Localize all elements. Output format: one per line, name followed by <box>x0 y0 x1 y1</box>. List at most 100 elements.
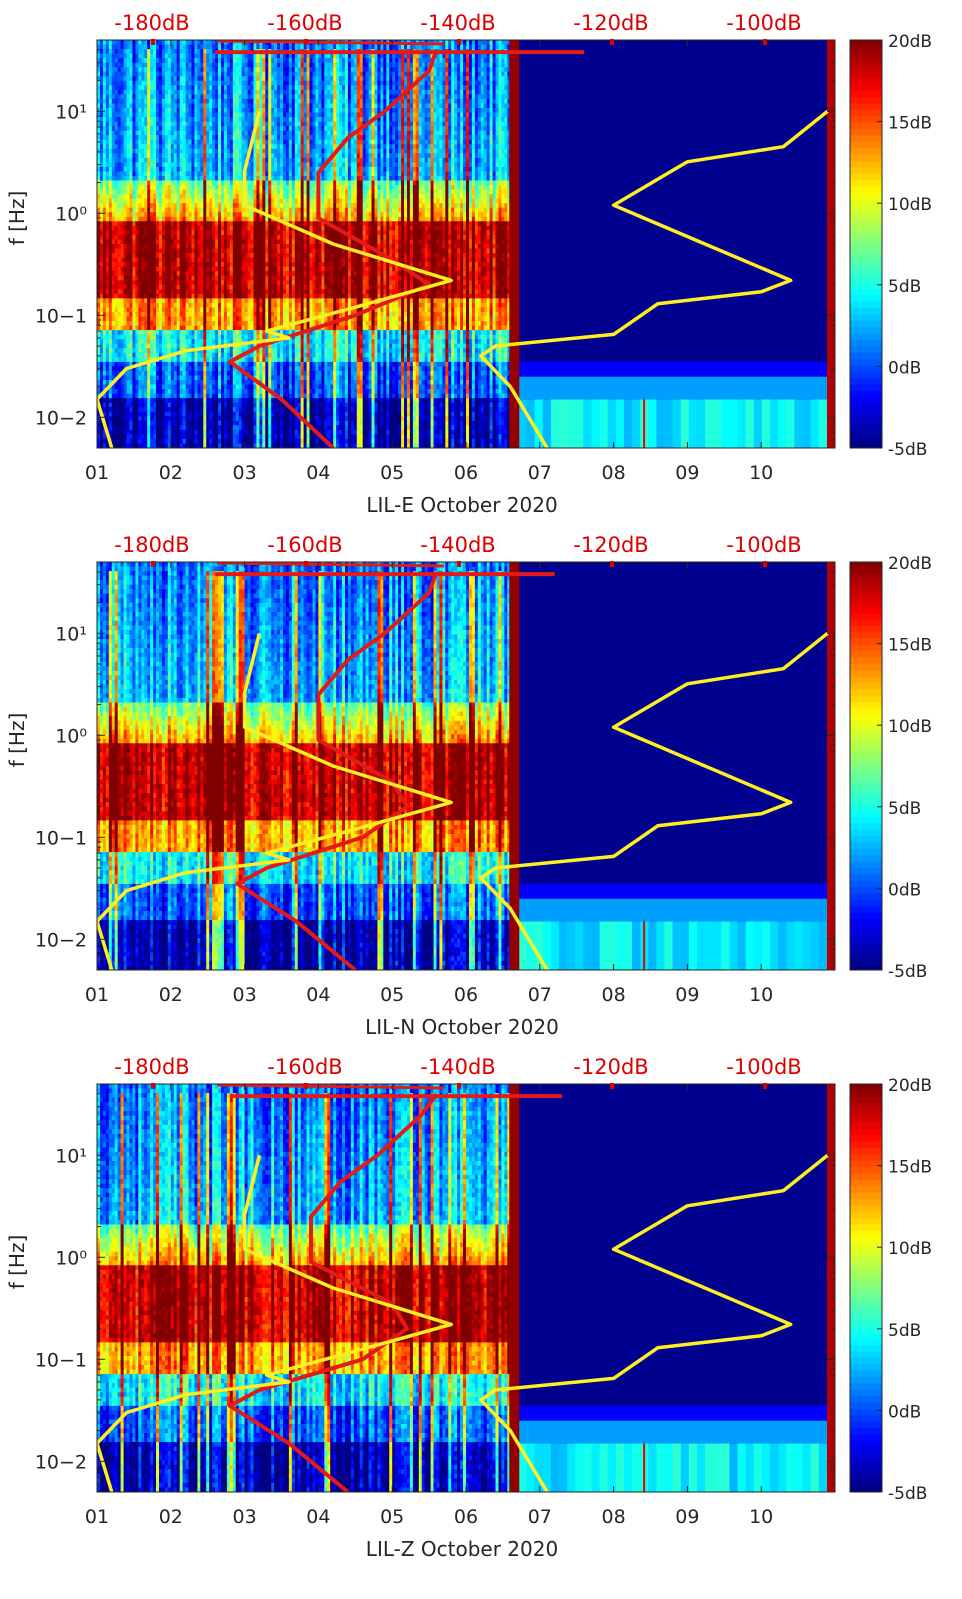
colorbar-step <box>850 1115 882 1123</box>
spectrogram-image <box>97 562 835 970</box>
top-db-tick <box>151 39 155 45</box>
colorbar-step <box>850 746 882 754</box>
colorbar-label: 5dB <box>888 1321 921 1341</box>
spectrogram-panel-lil-n: 01 02 03 04 05 06 07 08 09 10 LIL-N October 2020 10… <box>0 522 962 1055</box>
colorbar-step <box>850 829 882 837</box>
colorbar-label: 15dB <box>888 1158 932 1178</box>
colorbar-step <box>850 1160 882 1168</box>
colorbar-step <box>850 848 882 856</box>
colorbar-step <box>850 1300 882 1308</box>
x-tick-label: 02 <box>159 984 183 1006</box>
colorbar-step <box>850 1390 882 1397</box>
colorbar-label: 0dB <box>888 880 921 900</box>
colorbar-step <box>850 1173 882 1181</box>
noise-model-curve-right <box>479 631 829 970</box>
colorbar-step <box>850 727 882 735</box>
y-tick-label: 10¹ <box>55 101 87 123</box>
top-db-tick <box>304 1083 308 1089</box>
spectrogram-svg: 01 02 03 04 05 06 07 08 09 10 LIL-Z October 2020 10… <box>5 1055 932 1561</box>
band <box>510 883 835 899</box>
top-db-tick <box>763 39 767 45</box>
y-tick-label: 10−1 <box>35 305 87 327</box>
colorbar-step <box>850 868 882 875</box>
colorbar-step <box>850 409 882 417</box>
colorbar-step <box>850 282 882 290</box>
x-tick-label: 03 <box>233 1506 257 1528</box>
colorbar-step <box>850 231 882 239</box>
colorbar-step <box>850 377 882 385</box>
colorbar-step <box>850 295 882 302</box>
y-tick-label: 10−1 <box>35 1349 87 1371</box>
spectrogram-image <box>97 1084 835 1492</box>
colorbar-step <box>850 664 882 671</box>
x-axis-label: LIL-E October 2020 <box>366 493 557 517</box>
psd-red-top <box>216 1084 444 1090</box>
colorbar-step <box>850 638 882 646</box>
colorbar-step <box>850 256 882 264</box>
colorbar-step <box>850 651 882 659</box>
top-db-label: -120dB <box>573 11 648 35</box>
colorbar-step <box>850 1409 882 1417</box>
top-db-label: -100dB <box>726 533 801 557</box>
colorbar-step <box>850 320 882 328</box>
colorbar-step <box>850 772 882 780</box>
y-axis-label: f [Hz] <box>5 1235 29 1290</box>
colorbar-step <box>850 148 882 156</box>
colorbar-step <box>850 186 882 194</box>
noise-model-curve-left <box>97 632 453 970</box>
colorbar-step <box>850 568 882 576</box>
colorbar-step <box>850 708 882 716</box>
colorbar-step <box>850 352 882 360</box>
colorbar-step <box>850 606 882 614</box>
x-tick-label: 09 <box>675 462 699 484</box>
colorbar-step <box>850 740 882 748</box>
colorbar-label: -5dB <box>888 1484 927 1504</box>
colorbar-step <box>850 670 882 678</box>
colorbar-step <box>850 887 882 895</box>
colorbar-step <box>850 855 882 863</box>
colorbar-step <box>850 122 882 130</box>
colorbar-label: -5dB <box>888 962 927 982</box>
colorbar-step <box>850 836 882 844</box>
colorbar-label: 5dB <box>888 799 921 819</box>
band <box>510 1405 835 1421</box>
colorbar-step <box>850 753 882 761</box>
colorbar-step <box>850 244 882 251</box>
colorbar-step <box>850 619 882 627</box>
x-tick-label: 07 <box>528 462 552 484</box>
colorbar-step <box>850 441 882 449</box>
x-tick-label: 03 <box>233 462 257 484</box>
colorbar-step <box>850 1453 882 1461</box>
colorbar-step <box>850 899 882 907</box>
noise-model-curve-left <box>97 1154 453 1492</box>
colorbar-step <box>850 683 882 691</box>
colorbar-label: 20dB <box>888 1076 932 1096</box>
spectrogram-panel-lil-e: 01 02 03 04 05 06 07 08 09 10 LIL-E October 2020 10… <box>0 0 962 533</box>
top-db-label: -100dB <box>726 1055 801 1079</box>
y-tick-label: 10−2 <box>35 1451 87 1473</box>
colorbar-step <box>850 218 882 226</box>
x-tick-label: 06 <box>454 1506 478 1528</box>
colorbar-step <box>850 759 882 767</box>
colorbar <box>850 1084 882 1493</box>
spectrogram-panel-lil-z: 01 02 03 04 05 06 07 08 09 10 LIL-Z October 2020 10… <box>0 1044 962 1577</box>
colorbar-step <box>850 275 882 283</box>
x-tick-label: 01 <box>85 1506 109 1528</box>
top-db-tick <box>151 561 155 567</box>
colorbar-step <box>850 1237 882 1244</box>
colorbar-step <box>850 1256 882 1264</box>
colorbar-step <box>850 224 882 232</box>
edge-strip <box>643 399 646 448</box>
y-axis-label: f [Hz] <box>5 191 29 246</box>
top-db-tick <box>151 1083 155 1089</box>
colorbar-step <box>850 103 882 111</box>
colorbar-step <box>850 925 882 933</box>
colorbar-step <box>850 1141 882 1149</box>
top-db-tick <box>610 561 614 567</box>
band <box>510 1420 835 1444</box>
colorbar-step <box>850 562 882 569</box>
colorbar-step <box>850 587 882 595</box>
colorbar-step <box>850 422 882 430</box>
psd-red-curve <box>235 571 439 970</box>
colorbar-step <box>850 154 882 162</box>
